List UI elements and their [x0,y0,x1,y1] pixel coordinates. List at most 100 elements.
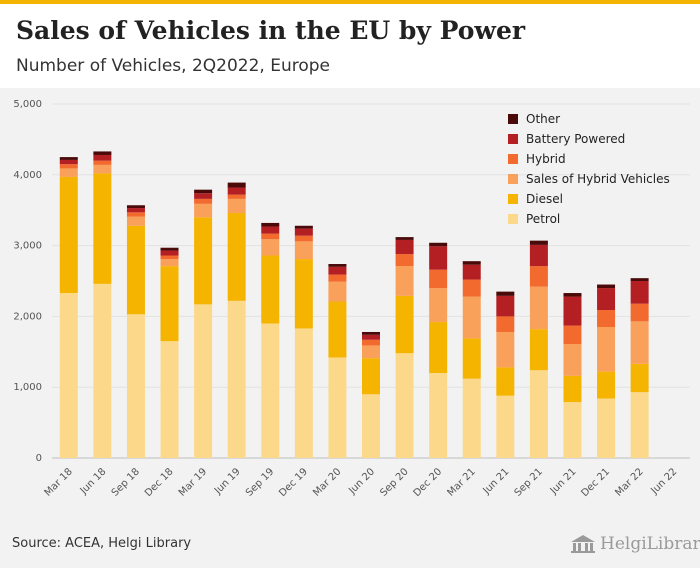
bar-segment [261,323,280,458]
bar-segment [160,255,179,260]
bar-segment [160,266,179,342]
bar-segment [462,264,481,280]
bar-segment [59,293,78,458]
x-tick-label: Mar 22 [613,466,645,498]
bar-segment [362,358,380,395]
bar-segment [429,288,448,323]
bar-segment [529,266,548,287]
bar-segment [563,296,582,326]
bar-segment [597,288,616,311]
bar-segment [194,217,213,305]
bar-segment [93,160,112,165]
bar-segment [160,259,179,267]
legend-swatch [508,194,518,204]
x-tick-label: Jun 19 [212,466,243,497]
bar-segment [362,331,380,335]
bar-segment [597,284,616,289]
bar-segment [362,345,380,359]
bar-segment [362,339,380,346]
x-tick-label: Jun 18 [78,466,109,497]
bar-segment [294,235,313,242]
bar-segment [194,189,213,194]
bar-segment [261,239,280,256]
x-tick-label: Mar 18 [43,466,75,498]
x-tick-label: Dec 19 [277,466,310,499]
page-subtitle: Number of Vehicles, 2Q2022, Europe [16,56,330,76]
bar-segment [194,304,213,458]
y-tick-label: 1,000 [13,382,42,393]
y-tick-label: 5,000 [13,99,42,110]
bar-segment [563,375,582,403]
bar-segment [160,341,179,458]
bar-segment [529,370,548,458]
x-tick-label: Jun 20 [346,466,377,497]
bar-segment [395,353,414,458]
bar-segment [462,261,481,265]
bar-segment [126,225,145,315]
bar-segment [59,159,78,165]
bar-segment [563,402,582,458]
bar-segment [227,187,246,195]
bar-segment [362,334,380,340]
bar-segment [429,242,448,247]
x-tick-label: Mar 19 [177,466,209,498]
bar-segment [597,310,616,328]
logo-text: HelgiLibrary [600,534,700,554]
x-tick-label: Jun 22 [649,466,680,497]
bar-segment [630,281,649,304]
legend-label: Hybrid [526,152,566,166]
bar-segment [261,226,280,234]
bar-segment [429,246,448,270]
bar-segment [160,250,179,256]
bar-segment [597,371,616,399]
bar-segment [294,241,313,260]
bar-segment [563,293,582,297]
bar-segment [59,157,78,160]
legend-swatch [508,174,518,184]
bar-segment [529,286,548,330]
bar-segment [395,254,414,267]
x-tick-label: Sep 21 [513,466,545,498]
legend-swatch [508,134,518,144]
legend-label: Diesel [526,192,563,206]
bar-segment [496,295,515,317]
bar-segment [126,212,145,217]
bar-segment [328,264,347,267]
bar-segment [395,237,414,240]
bar-segment [126,205,145,209]
bar-segment [126,314,145,458]
bar-segment [160,247,179,251]
header: Sales of Vehicles in the EU by Power Num… [0,4,700,88]
bar-segment [429,269,448,289]
bar-segment [93,173,112,284]
bar-segment [194,203,213,218]
bar-segment [496,291,515,296]
bar-segment [59,168,78,177]
bar-segment [496,316,515,332]
library-building-icon [571,535,595,553]
x-tick-label: Mar 21 [445,466,477,498]
bar-segment [630,278,649,281]
bar-segment [194,198,213,204]
bar-segment [227,300,246,458]
bar-segment [294,328,313,458]
helgi-library-logo: HelgiLibrary [570,532,700,556]
bar-segment [529,244,548,267]
x-tick-label: Dec 18 [143,466,176,499]
bar-segment [630,392,649,458]
bar-segment [529,329,548,371]
bar-segment [93,283,112,458]
y-tick-label: 0 [36,453,42,464]
bar-segment [126,208,145,213]
bar-segment [395,266,414,296]
source-note: Source: ACEA, Helgi Library [12,536,192,551]
x-tick-label: Dec 21 [579,466,612,499]
bar-segment [429,373,448,458]
bar-segment [227,194,246,199]
x-tick-label: Jun 21 [481,466,512,497]
bar-segment [328,281,347,302]
legend-label: Petrol [526,212,560,226]
bar-segment [462,279,481,297]
bar-segment [496,367,515,396]
